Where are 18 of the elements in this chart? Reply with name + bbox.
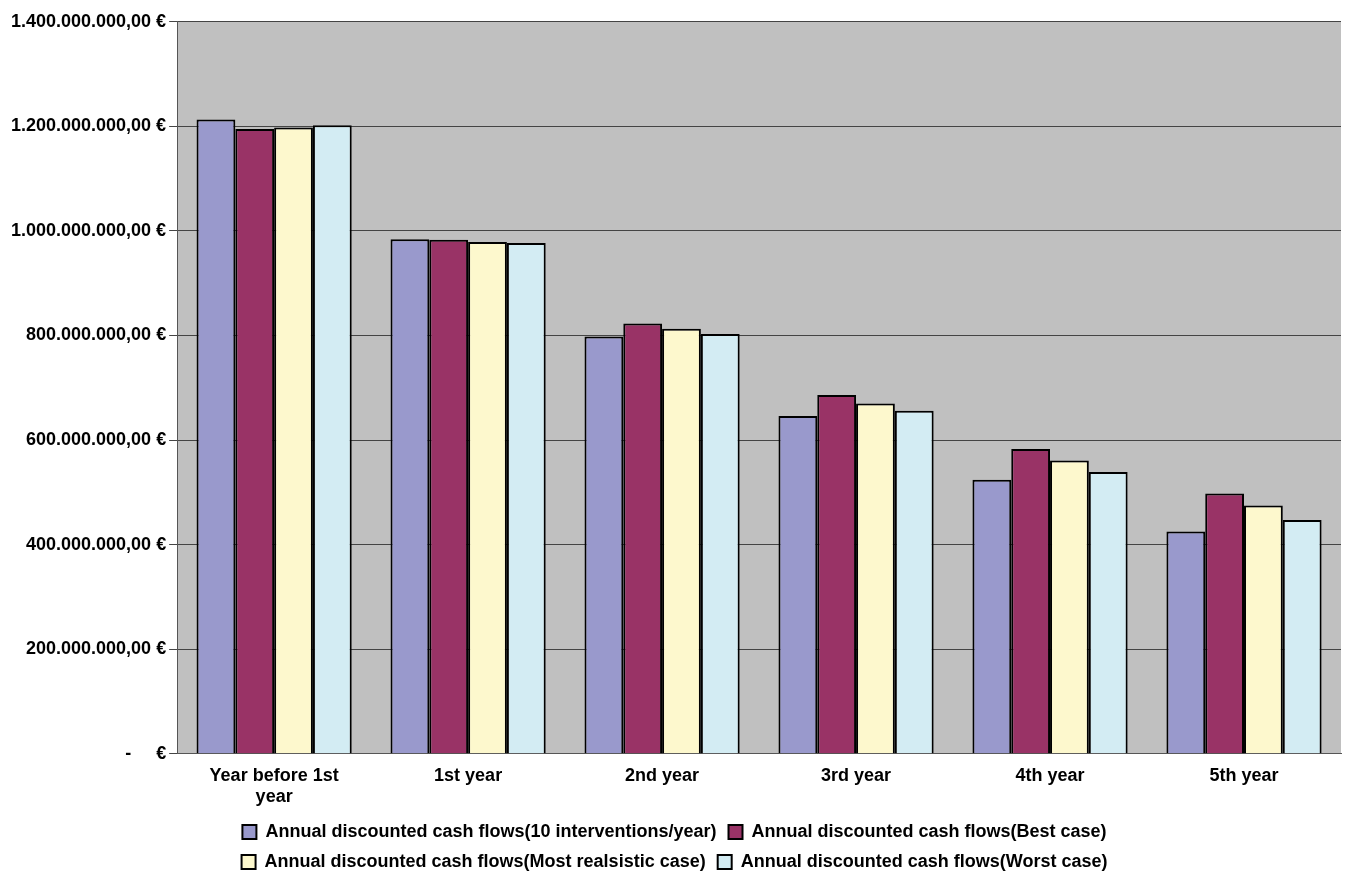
legend-label: Annual discounted cash flows(10 interventions/year) bbox=[265, 820, 717, 841]
y-tick-label: 1.000.000.000,00 € bbox=[10, 219, 167, 240]
legend-label: Annual discounted cash flows(Worst case) bbox=[740, 850, 1108, 871]
x-tick-label: 4th year bbox=[1015, 764, 1085, 785]
x-tick-label: 1st year bbox=[434, 764, 503, 785]
x-tick-label: 2nd year bbox=[625, 764, 700, 785]
y-tick-label: 800.000.000,00 € bbox=[26, 324, 167, 345]
legend-label: Annual discounted cash flows(Best case) bbox=[751, 820, 1107, 841]
y-tick-label: 200.000.000,00 € bbox=[26, 638, 167, 659]
y-tick-label: 1.200.000.000,00 € bbox=[10, 115, 167, 136]
y-tick-label: 600.000.000,00 € bbox=[26, 429, 167, 450]
x-tick-label: 3rd year bbox=[821, 764, 892, 785]
x-tick-label: 5th year bbox=[1209, 764, 1279, 785]
y-tick-label: 400.000.000,00 € bbox=[26, 533, 167, 554]
y-tick-label: - € bbox=[125, 742, 167, 763]
legend-label: Annual discounted cash flows(Most realsistic case) bbox=[264, 850, 706, 871]
y-tick-label: 1.400.000.000,00 € bbox=[10, 10, 167, 31]
x-tick-label: Year before 1st year bbox=[209, 764, 339, 807]
